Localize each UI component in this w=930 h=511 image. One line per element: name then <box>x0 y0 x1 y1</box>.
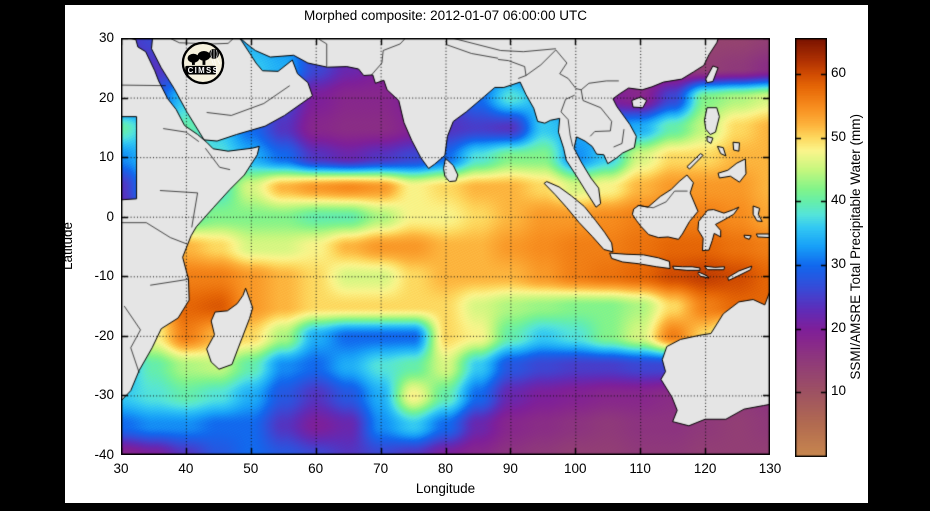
y-tick-label: -10 <box>94 268 114 284</box>
x-tick-label: 100 <box>564 461 587 476</box>
x-tick-label: 70 <box>373 461 389 476</box>
colorbar-tick-label: 20 <box>831 319 847 335</box>
colorbar-tick-label: 50 <box>831 128 847 144</box>
y-tick-label: 20 <box>98 89 114 105</box>
colorbar <box>795 38 827 457</box>
x-tick-label: 60 <box>308 461 324 476</box>
colorbar-tick-label: 60 <box>831 65 847 80</box>
y-tick-label: 10 <box>98 149 114 165</box>
satellite-dish-icon <box>187 53 200 63</box>
x-axis-label: Longitude <box>415 481 476 496</box>
tpw-heatmap-map <box>121 38 770 455</box>
x-tick-label: 50 <box>243 461 259 476</box>
plot-title: Morphed composite: 2012-01-07 06:00:00 U… <box>304 8 587 23</box>
x-tick-label: 40 <box>178 461 194 476</box>
x-tick-label: 120 <box>693 461 717 476</box>
cimss-logo-text: CIMSS <box>188 66 220 75</box>
y-tick-label: -40 <box>94 447 114 462</box>
colorbar-tick-label: 30 <box>831 256 847 271</box>
y-tick-label: 0 <box>106 208 114 224</box>
cimss-logo: CIMSS <box>181 41 225 85</box>
x-tick-label: 130 <box>758 461 782 476</box>
x-tick-label: 30 <box>113 461 129 476</box>
satellite-dish-icon <box>197 51 211 61</box>
y-tick-label: -30 <box>94 387 114 403</box>
x-tick-label: 80 <box>437 461 454 476</box>
x-tick-label: 110 <box>629 461 651 476</box>
colorbar-tick-label: 10 <box>831 383 847 399</box>
y-tick-label: -20 <box>94 327 114 343</box>
colorbar-tick-label: 40 <box>831 192 847 208</box>
x-tick-label: 90 <box>502 461 518 476</box>
y-tick-label: 30 <box>98 30 114 45</box>
